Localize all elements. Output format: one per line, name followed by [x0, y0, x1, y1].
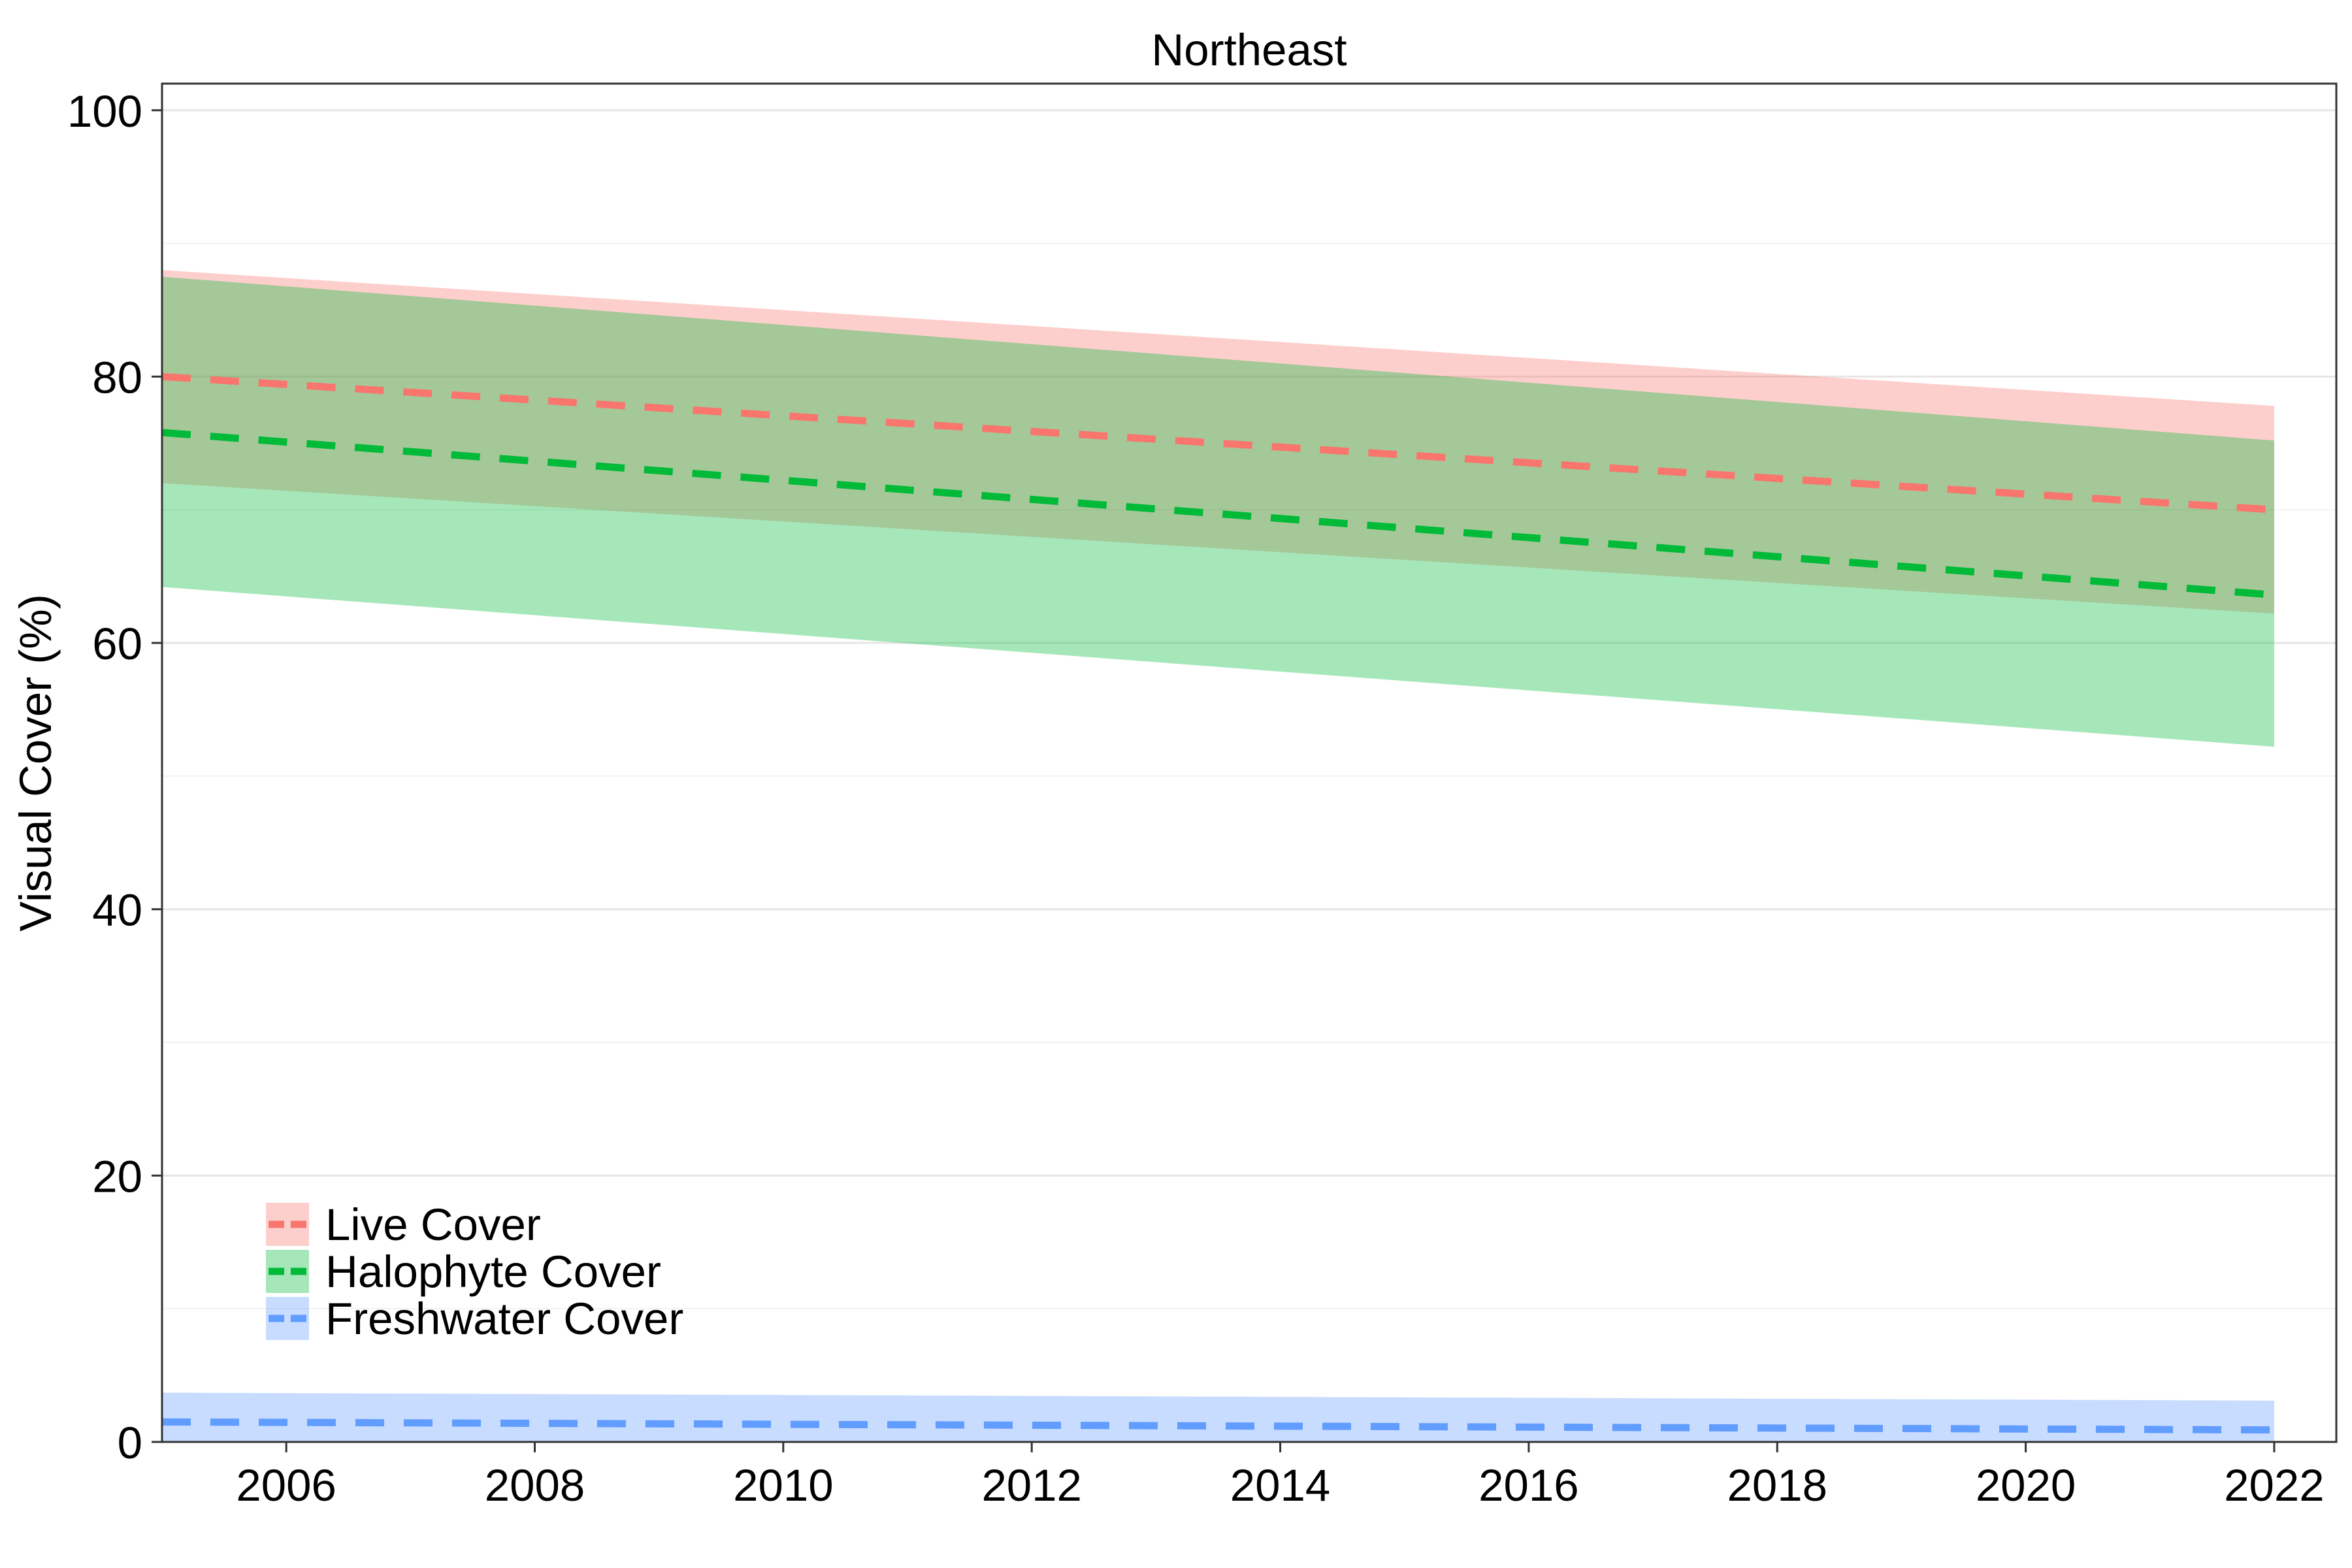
- panel-border: [161, 82, 2338, 1443]
- y-tick-label: 40: [92, 885, 142, 936]
- legend-label-live-cover: Live Cover: [325, 1200, 541, 1250]
- y-axis-label: Visual Cover (%): [10, 594, 61, 931]
- x-tick-label: 2016: [1478, 1460, 1579, 1511]
- y-tick-label: 100: [67, 86, 142, 137]
- x-tick-label: 2020: [1976, 1460, 2076, 1511]
- x-axis: 2006 2008 2010 2012 2014 2016 2018 2020 2022: [236, 1442, 2325, 1511]
- x-tick-label: 2006: [236, 1460, 336, 1511]
- line-halophyte-cover: [161, 429, 2275, 599]
- y-tick-label: 80: [92, 352, 142, 402]
- band-freshwater-cover: [162, 1392, 2274, 1442]
- line-freshwater-cover: [161, 1418, 2274, 1434]
- x-tick-label: 2010: [733, 1460, 834, 1511]
- legend-label-halophyte-cover: Halophyte Cover: [325, 1247, 661, 1297]
- y-tick-label: 0: [118, 1418, 142, 1468]
- legend-label-freshwater-cover: Freshwater Cover: [325, 1294, 683, 1344]
- x-tick-label: 2022: [2224, 1460, 2325, 1511]
- x-tick-label: 2018: [1727, 1460, 1827, 1511]
- band-halophyte-cover: [162, 276, 2274, 747]
- grid-lines: [162, 109, 2336, 1443]
- x-tick-label: 2008: [485, 1460, 585, 1511]
- line-live-cover: [161, 372, 2275, 514]
- band-live-cover: [162, 270, 2274, 614]
- confidence-bands: [162, 270, 2274, 1442]
- y-tick-label: 20: [92, 1151, 142, 1201]
- x-tick-label: 2012: [981, 1460, 1082, 1511]
- trend-lines: [161, 372, 2275, 1434]
- y-tick-label: 60: [92, 619, 142, 669]
- y-axis: 0 20 40 60 80 100: [67, 86, 162, 1468]
- chart-title: Northeast: [1151, 25, 1347, 75]
- x-tick-label: 2014: [1230, 1460, 1331, 1511]
